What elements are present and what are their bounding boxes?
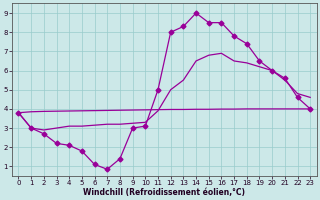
X-axis label: Windchill (Refroidissement éolien,°C): Windchill (Refroidissement éolien,°C) [83, 188, 245, 197]
